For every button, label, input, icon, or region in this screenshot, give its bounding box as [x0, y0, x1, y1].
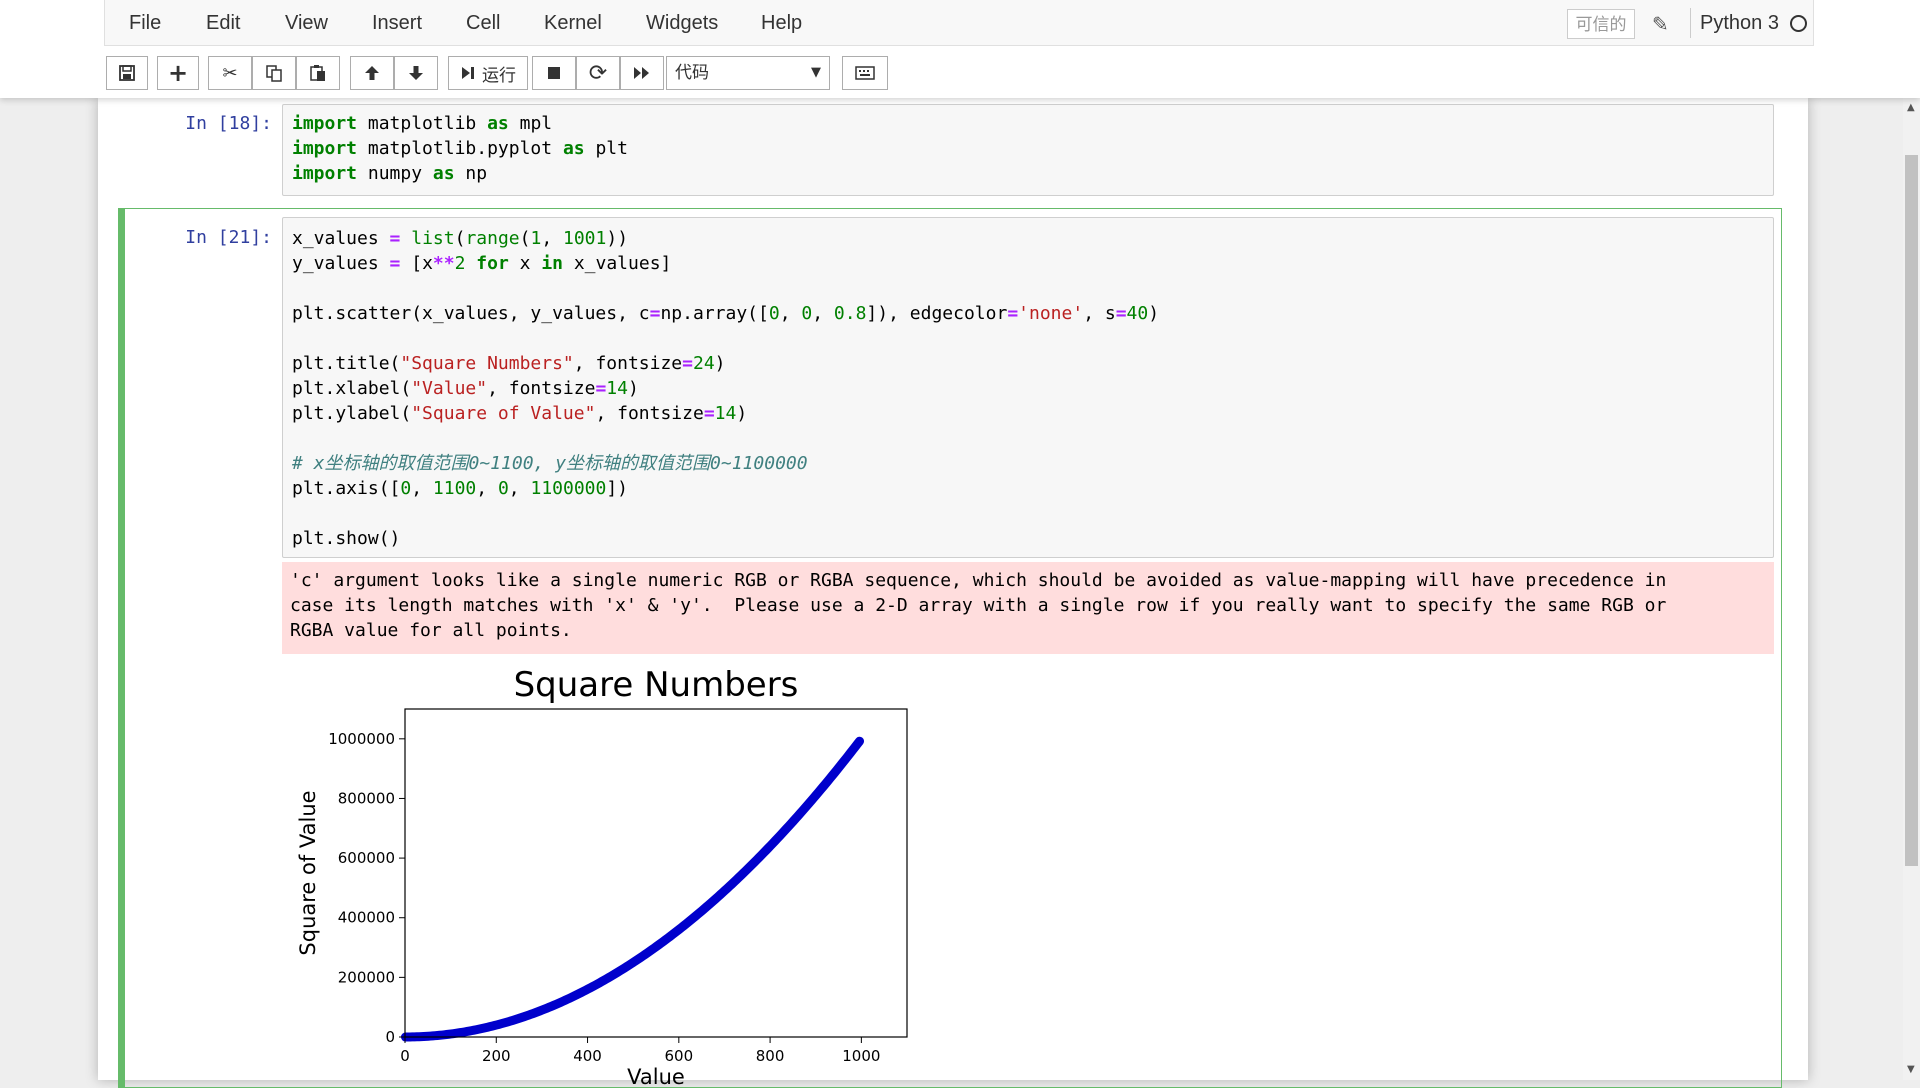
refresh-icon: ⟳	[589, 61, 607, 86]
x-tick-label: 800	[756, 1047, 785, 1065]
code-line: plt.scatter(x_values, y_values, c=np.arr…	[292, 301, 1159, 326]
selected-cell-indicator	[118, 208, 125, 1088]
notebook-header: File Edit View Insert Cell Kernel Widget…	[0, 0, 1920, 98]
y-tick-label: 1000000	[328, 730, 395, 748]
copy-icon	[265, 64, 283, 82]
stderr-line: 'c' argument looks like a single numeric…	[290, 568, 1666, 593]
paste-button[interactable]	[296, 56, 340, 90]
square-numbers-chart: Square Numbers 0 200 400 600 800 1000 0 200000 40…	[288, 664, 928, 1086]
arrow-up-icon	[363, 64, 381, 82]
menu-file[interactable]: File	[129, 12, 161, 35]
scrollbar-thumb[interactable]	[1905, 155, 1918, 866]
kernel-name[interactable]: Python 3	[1700, 12, 1779, 35]
y-tick-label: 800000	[338, 789, 395, 807]
code-line: plt.show()	[292, 526, 400, 551]
code-input[interactable]: x_values = list(range(1, 1001)) y_values…	[282, 217, 1774, 558]
arrow-down-icon	[407, 64, 425, 82]
menu-widgets[interactable]: Widgets	[646, 12, 718, 35]
code-line: plt.title("Square Numbers", fontsize=24)	[292, 351, 726, 376]
menu-insert[interactable]: Insert	[372, 12, 422, 35]
move-cell-down-button[interactable]	[394, 56, 438, 90]
insert-cell-button[interactable]: +	[157, 56, 199, 90]
cell-type-value: 代码	[675, 63, 709, 83]
trusted-indicator[interactable]: 可信的	[1567, 9, 1635, 39]
code-line: import matplotlib.pyplot as plt	[292, 136, 628, 161]
stop-icon	[546, 65, 562, 81]
code-line: plt.ylabel("Square of Value", fontsize=1…	[292, 401, 747, 426]
x-tick-label: 200	[482, 1047, 511, 1065]
y-tick-label: 400000	[338, 909, 395, 927]
scroll-up-arrow-icon[interactable]: ▲	[1907, 102, 1915, 113]
cell-type-select[interactable]: 代码 ▼	[666, 56, 830, 90]
y-tick-label: 0	[385, 1028, 395, 1046]
x-tick-label: 1000	[842, 1047, 880, 1065]
caret-down-icon: ▼	[811, 57, 821, 89]
menu-kernel[interactable]: Kernel	[544, 12, 602, 35]
x-axis-label: Value	[627, 1065, 685, 1086]
scatter-series-points	[405, 741, 859, 1037]
pencil-icon[interactable]: ✎	[1652, 12, 1669, 36]
code-line: # x坐标轴的取值范围0~1100, y坐标轴的取值范围0~1100000	[292, 451, 808, 476]
stderr-output: 'c' argument looks like a single numeric…	[282, 562, 1774, 654]
menu-edit[interactable]: Edit	[206, 12, 240, 35]
scissors-icon: ✂	[222, 63, 237, 84]
code-line: plt.xlabel("Value", fontsize=14)	[292, 376, 639, 401]
fast-forward-icon	[633, 65, 651, 81]
restart-kernel-button[interactable]: ⟳	[576, 56, 620, 90]
save-button[interactable]	[106, 56, 148, 90]
floppy-disk-icon	[118, 64, 136, 82]
code-line: import matplotlib as mpl	[292, 111, 552, 136]
cell-prompt: In [18]:	[122, 113, 272, 134]
y-tick-label: 600000	[338, 849, 395, 867]
code-line: plt.axis([0, 1100, 0, 1100000])	[292, 476, 628, 501]
copy-button[interactable]	[252, 56, 296, 90]
menu-help[interactable]: Help	[761, 12, 802, 35]
menu-cell[interactable]: Cell	[466, 12, 500, 35]
kernel-separator	[1690, 8, 1691, 38]
cut-button[interactable]: ✂	[208, 56, 252, 90]
keyboard-icon	[855, 66, 875, 80]
stderr-line: case its length matches with 'x' & 'y'. …	[290, 593, 1666, 618]
kernel-idle-icon	[1790, 15, 1807, 32]
plus-icon: +	[168, 59, 188, 87]
page-scrollbar[interactable]: ▲ ▼	[1903, 98, 1920, 1080]
x-tick-label: 0	[400, 1047, 410, 1065]
x-tick-label: 600	[664, 1047, 693, 1065]
cell-prompt: In [21]:	[122, 227, 272, 248]
paste-icon	[309, 64, 327, 82]
code-line: x_values = list(range(1, 1001))	[292, 226, 628, 251]
stderr-line: RGBA value for all points.	[290, 618, 572, 643]
x-tick-label: 400	[573, 1047, 602, 1065]
chart-title: Square Numbers	[514, 665, 799, 705]
menu-view[interactable]: View	[285, 12, 328, 35]
code-line: import numpy as np	[292, 161, 487, 186]
command-palette-button[interactable]	[842, 56, 888, 90]
restart-run-all-button[interactable]	[620, 56, 664, 90]
plot-frame	[405, 709, 907, 1037]
menubar: File Edit View Insert Cell Kernel Widget…	[104, 0, 1814, 46]
code-input[interactable]: import matplotlib as mpl import matplotl…	[282, 104, 1774, 196]
y-axis-label: Square of Value	[296, 790, 320, 955]
run-button[interactable]: 运行	[448, 56, 528, 90]
run-button-label: 运行	[482, 61, 516, 86]
y-tick-label: 200000	[338, 968, 395, 986]
scroll-down-arrow-icon[interactable]: ▼	[1907, 1064, 1915, 1075]
step-forward-icon	[460, 65, 476, 81]
move-cell-up-button[interactable]	[350, 56, 394, 90]
code-line: y_values = [x**2 for x in x_values]	[292, 251, 671, 276]
notebook-container: In [18]: import matplotlib as mpl import…	[98, 98, 1808, 1080]
interrupt-kernel-button[interactable]	[532, 56, 576, 90]
